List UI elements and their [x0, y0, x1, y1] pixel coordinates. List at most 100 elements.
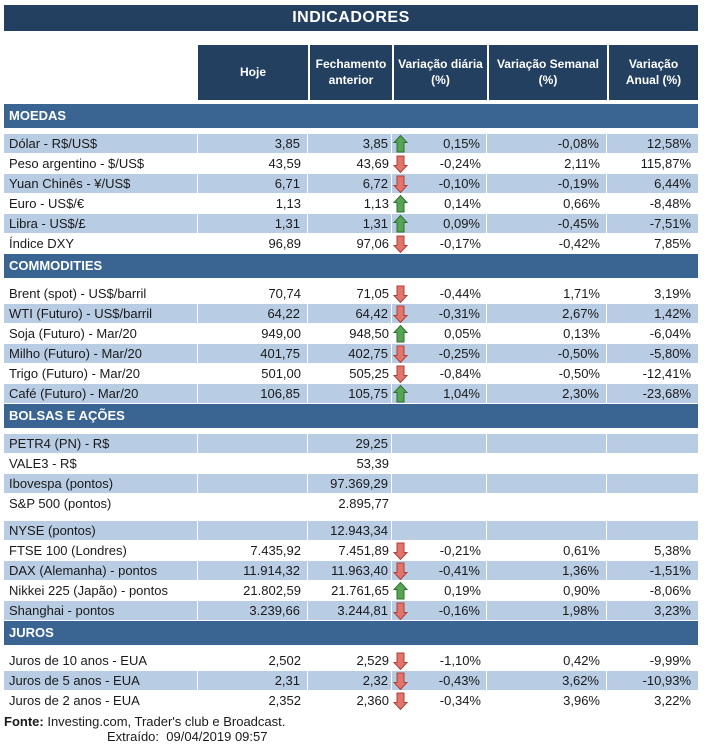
cell-variacao-diaria: -0,34%	[392, 691, 487, 710]
cell-fechamento-anterior: 2,32	[308, 671, 392, 690]
cell-variacao-anual: -7,51%	[607, 214, 698, 233]
arrow-up-icon	[392, 324, 409, 343]
row-label: Milho (Futuro) - Mar/20	[4, 344, 198, 363]
arrow-down-icon	[392, 692, 409, 710]
cell-hoje: 949,00	[261, 326, 301, 341]
cell-hoje: 2,502	[268, 653, 301, 668]
cell-fechamento-anterior: 3.244,81	[308, 601, 392, 620]
cell-variacao-diaria: 0,14%	[392, 194, 487, 213]
table-row: DAX (Alemanha) - pontos 11.914,32 11.963,4…	[4, 561, 698, 581]
table-body: MOEDAS Dólar - R$/US$ 3,85 3,85 0,15% -0,08% 1…	[4, 104, 698, 711]
cell-hoje: 96,89	[268, 236, 301, 251]
row-label: Juros de 5 anos - EUA	[4, 671, 198, 690]
row-label: Euro - US$/€	[9, 196, 85, 211]
cell-variacao-semanal: -0,50%	[558, 366, 600, 381]
cell-hoje	[198, 454, 308, 473]
footer-source-line: Fonte: Investing.com, Trader's club e Br…	[4, 714, 698, 729]
cell-fechamento-anterior: 64,42	[308, 304, 392, 323]
cell-variacao-anual: 3,22%	[654, 693, 691, 708]
cell-fechamento-anterior: 97.369,29	[308, 474, 392, 493]
cell-variacao-anual: 3,19%	[654, 286, 691, 301]
arrow-down-icon	[392, 365, 409, 383]
cell-variacao-anual: 5,38%	[654, 543, 691, 558]
cell-hoje: 7.435,92	[250, 543, 301, 558]
cell-variacao-diaria: -0,17%	[392, 234, 487, 253]
arrow-up-icon	[392, 384, 409, 403]
cell-hoje: 501,00	[261, 366, 301, 381]
cell-hoje: 70,74	[268, 286, 301, 301]
cell-variacao-semanal: 0,13%	[563, 326, 600, 341]
cell-fechamento-anterior: 1,31	[308, 214, 392, 233]
cell-variacao-anual: 1,42%	[607, 304, 698, 323]
cell-variacao-anual	[607, 494, 698, 513]
cell-variacao-diaria: -0,84%	[392, 364, 487, 383]
arrow-down-icon	[392, 672, 409, 690]
table-row: Juros de 2 anos - EUA 2,352 2,360 -0,34% 3,9…	[4, 691, 698, 711]
row-label: Brent (spot) - US$/barril	[9, 286, 147, 301]
cell-variacao-semanal: -0,50%	[487, 344, 607, 363]
cell-fechamento-anterior: 3,85	[308, 134, 392, 153]
row-label: FTSE 100 (Londres)	[9, 543, 127, 558]
cell-variacao-semanal: 1,71%	[563, 286, 600, 301]
cell-variacao-semanal	[487, 474, 607, 493]
arrow-down-icon	[392, 285, 409, 303]
row-label: Juros de 2 anos - EUA	[9, 693, 140, 708]
cell-variacao-anual: 7,85%	[654, 236, 691, 251]
table-row: Juros de 5 anos - EUA 2,31 2,32 -0,43% 3,62%…	[4, 671, 698, 691]
table-row: Dólar - R$/US$ 3,85 3,85 0,15% -0,08% 12,58%	[4, 134, 698, 154]
arrow-down-icon	[392, 235, 409, 253]
column-header-variacao-diaria: Variação diária (%)	[392, 45, 487, 100]
cell-variacao-anual	[607, 474, 698, 493]
cell-variacao-diaria	[392, 474, 487, 493]
footer: Fonte: Investing.com, Trader's club e Br…	[4, 714, 698, 744]
column-header-hoje: Hoje	[198, 45, 308, 100]
table-row: Trigo (Futuro) - Mar/20 501,00 505,25 -0,84…	[4, 364, 698, 384]
arrow-up-icon	[392, 214, 409, 233]
page-title: INDICADORES	[4, 5, 698, 31]
cell-variacao-diaria	[392, 454, 487, 473]
section-header-moedas: MOEDAS	[4, 104, 698, 128]
cell-hoje: 1,13	[275, 196, 301, 211]
row-label: Nikkei 225 (Japão) - pontos	[9, 583, 168, 598]
cell-variacao-semanal	[487, 454, 607, 473]
cell-variacao-anual: -8,06%	[649, 583, 691, 598]
cell-hoje	[198, 434, 308, 453]
cell-variacao-anual: -23,68%	[607, 384, 698, 403]
row-label: Dólar - R$/US$	[4, 134, 198, 153]
cell-variacao-diaria: -1,10%	[392, 651, 487, 670]
row-label: Shanghai - pontos	[4, 601, 198, 620]
cell-variacao-semanal: -0,08%	[487, 134, 607, 153]
section-header-bolsas-e-a-es: BOLSAS E AÇÕES	[4, 404, 698, 428]
arrow-down-icon	[392, 542, 409, 560]
row-label: DAX (Alemanha) - pontos	[4, 561, 198, 580]
cell-variacao-semanal: 2,30%	[487, 384, 607, 403]
table-row: Yuan Chinês - ¥/US$ 6,71 6,72 -0,10% -0,19% 6…	[4, 174, 698, 194]
cell-fechamento-anterior: 948,50	[349, 326, 389, 341]
cell-fechamento-anterior: 97,06	[356, 236, 389, 251]
cell-variacao-diaria: -0,43%	[392, 671, 487, 690]
row-label: Trigo (Futuro) - Mar/20	[9, 366, 140, 381]
table-row: Café (Futuro) - Mar/20 106,85 105,75 1,04% 2…	[4, 384, 698, 404]
arrow-down-icon	[392, 602, 409, 620]
table-row: FTSE 100 (Londres) 7.435,92 7.451,89 -0,21%…	[4, 541, 698, 561]
cell-fechamento-anterior: 505,25	[349, 366, 389, 381]
table-row: WTI (Futuro) - US$/barril 64,22 64,42 -0,31…	[4, 304, 698, 324]
cell-fechamento-anterior: 12.943,34	[308, 521, 392, 540]
cell-variacao-anual: 3,23%	[607, 601, 698, 620]
cell-fechamento-anterior: 29,25	[308, 434, 392, 453]
row-spacer	[4, 514, 698, 521]
cell-variacao-semanal: 3,62%	[487, 671, 607, 690]
cell-variacao-semanal	[487, 521, 607, 540]
cell-variacao-anual	[607, 521, 698, 540]
table-row: Índice DXY 96,89 97,06 -0,17% -0,42% 7,85%	[4, 234, 698, 254]
table-row: Shanghai - pontos 3.239,66 3.244,81 -0,16% 1…	[4, 601, 698, 621]
arrow-up-icon	[392, 194, 409, 213]
cell-variacao-semanal: 0,66%	[563, 196, 600, 211]
row-label: Índice DXY	[9, 236, 75, 251]
cell-variacao-diaria	[392, 521, 487, 540]
cell-hoje: 3,85	[198, 134, 308, 153]
arrow-down-icon	[392, 305, 409, 323]
row-label: S&P 500 (pontos)	[9, 496, 112, 511]
cell-variacao-semanal: 3,96%	[563, 693, 600, 708]
cell-variacao-semanal: 2,11%	[564, 156, 600, 171]
